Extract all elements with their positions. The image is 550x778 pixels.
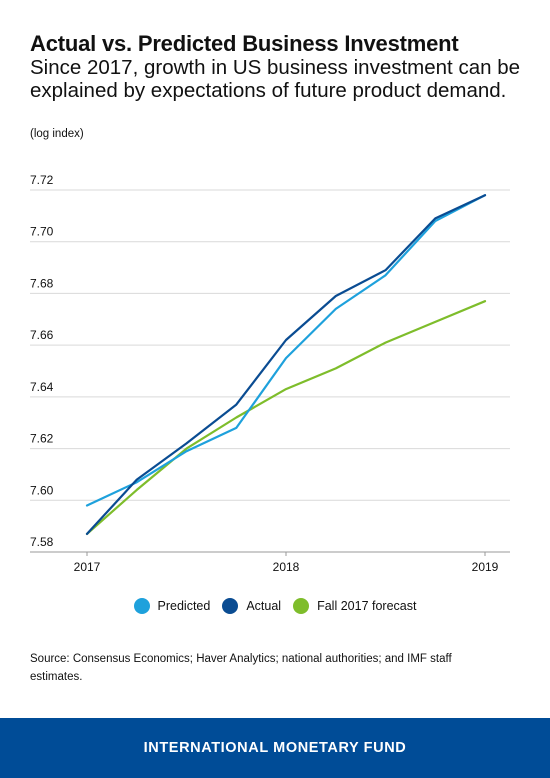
y-tick-label: 7.60 bbox=[30, 483, 54, 497]
series-line-fall-2017-forecast bbox=[85, 300, 487, 535]
line-chart: 7.58 7.60 7.62 7.64 7.66 7.68 7.70 7.72 2017 2018… bbox=[30, 173, 510, 574]
legend-swatch-predicted bbox=[133, 598, 150, 614]
x-tick-label: 2017 bbox=[74, 560, 101, 574]
y-tick-label: 7.68 bbox=[30, 276, 54, 290]
organization-name: INTERNATIONAL MONETARY FUND bbox=[143, 740, 407, 756]
y-tick-label: 7.72 bbox=[30, 173, 54, 187]
y-tick-label: 7.64 bbox=[30, 380, 54, 394]
y-tick-label: 7.58 bbox=[30, 535, 54, 549]
legend-label-actual: Actual bbox=[246, 599, 282, 613]
x-tick-label: 2019 bbox=[472, 560, 499, 574]
legend-swatch-fall-2017-forecast bbox=[293, 598, 310, 614]
legend-swatch-actual bbox=[222, 598, 239, 614]
legend-item-actual: Actual bbox=[222, 598, 281, 614]
y-tick-label: 7.66 bbox=[30, 328, 54, 342]
legend-label-fall-2017-forecast: Fall 2017 forecast bbox=[317, 599, 417, 613]
legend-label-predicted: Predicted bbox=[157, 599, 211, 613]
chart-subtitle: Since 2017, growth in US business invest… bbox=[30, 56, 520, 102]
chart-title: Actual vs. Predicted Business Investment bbox=[30, 31, 459, 56]
legend-item-predicted: Predicted bbox=[133, 598, 211, 614]
y-tick-label: 7.70 bbox=[30, 225, 54, 239]
y-tick-label: 7.62 bbox=[30, 432, 54, 446]
legend-item-fall-2017-forecast: Fall 2017 forecast bbox=[293, 598, 416, 614]
x-tick-label: 2018 bbox=[273, 560, 300, 574]
source-note: Source: Consensus Economics; Haver Analy… bbox=[30, 653, 452, 683]
y-axis-unit-label: (log index) bbox=[30, 128, 84, 140]
chart-legend: Predicted Actual Fall 2017 forecast bbox=[0, 598, 550, 614]
series-line-predicted bbox=[85, 194, 487, 507]
footer-banner: INTERNATIONAL MONETARY FUND bbox=[0, 718, 550, 778]
series-line-actual bbox=[85, 194, 487, 535]
